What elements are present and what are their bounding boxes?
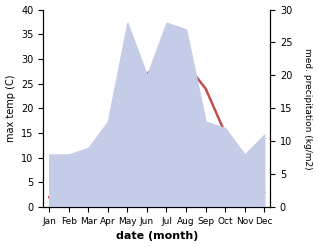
- X-axis label: date (month): date (month): [115, 231, 198, 242]
- Y-axis label: med. precipitation (kg/m2): med. precipitation (kg/m2): [303, 48, 313, 169]
- Y-axis label: max temp (C): max temp (C): [5, 75, 16, 142]
